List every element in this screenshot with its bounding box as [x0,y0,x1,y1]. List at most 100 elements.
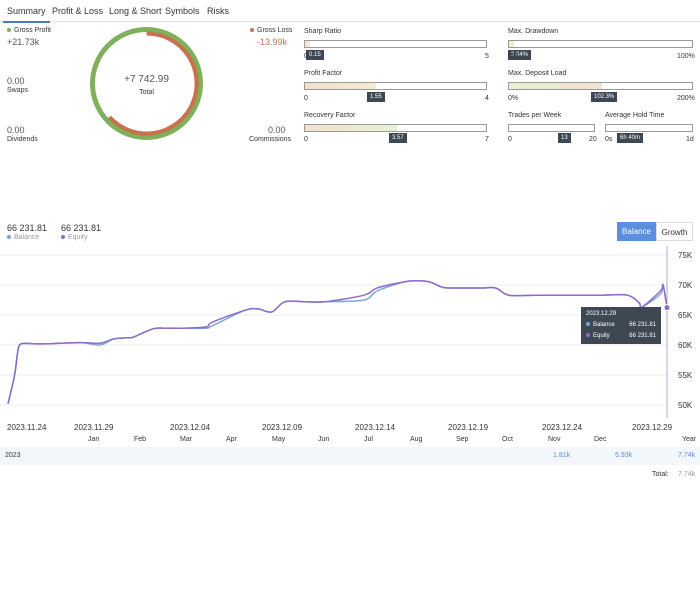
max-deposit-load-label: Max. Deposit Load [508,70,567,77]
sharp-ratio-max: 5 [485,53,489,60]
total-value: 7.74k [678,471,696,478]
x-tick-label: 2023.11.29 [74,423,114,432]
trades-per-week-marker: 13 [558,133,571,143]
sharp-ratio-marker: 0.15 [306,50,324,60]
max-drawdown-label: Max. Drawdown [508,28,559,35]
profit-factor-marker: 1.55 [367,92,385,102]
tab-risks[interactable]: Risks [207,6,229,16]
max-deposit-load-max: 200% [677,95,695,102]
month-label: Sep [456,436,469,443]
profit-factor-fill [305,83,376,89]
month-label: Aug [410,436,423,443]
balance-chart[interactable]: 75K 70K 65K 60K 55K 50K [0,246,700,418]
equity-legend-value: 66 231.81 [61,223,102,233]
tab-profit-loss[interactable]: Profit & Loss [52,6,104,16]
month-label: Nov [548,436,561,443]
swaps-value: 0.00 [7,76,25,86]
max-drawdown-max: 100% [677,53,695,60]
month-label: Jan [88,436,100,443]
max-drawdown-fill [509,41,515,47]
trades-per-week-label: Trades per Week [508,112,562,119]
sharp-ratio-fill [305,41,311,47]
commissions-value: 0.00 [268,125,286,135]
equity-dot-icon [61,235,65,240]
avg-hold-time-label: Average Hold Time [605,112,665,119]
max-drawdown-marker: 3.04% [508,50,532,60]
y-tick-label: 55K [678,371,693,380]
avg-hold-time-min: 0s [605,136,613,143]
tab-long-short[interactable]: Long & Short [109,6,162,16]
balance-legend-label: Balance [7,234,39,241]
gross-profit-value: +21.73k [7,37,40,47]
tab-symbols[interactable]: Symbols [165,6,200,16]
max-drawdown-bar [508,40,693,48]
recovery-factor-marker: 3.57 [389,133,407,143]
gross-loss-arc [108,31,199,136]
tooltip-equity-dot-icon [586,333,590,338]
recovery-factor-bar [304,124,487,132]
tooltip-equity-value: 66 231.81 [629,333,656,339]
x-tick-label: 2023.11.24 [7,423,47,432]
tooltip-balance-value: 66 231.81 [629,322,656,328]
year-row-2023 [0,447,700,465]
gross-loss-value: -13.99k [257,37,288,47]
trades-per-week-max: 20 [589,136,597,143]
tab-summary[interactable]: Summary [3,6,49,23]
gross-loss-label: Gross Loss [250,27,292,34]
avg-hold-time-bar [605,124,693,132]
total-label: Total: [652,471,669,478]
x-tick-label: 2023.12.14 [355,423,396,432]
month-label: May [272,436,286,443]
max-deposit-load-marker: 102.3% [591,92,618,102]
recovery-factor-min: 0 [304,136,308,143]
sharp-ratio-bar [304,40,487,48]
equity-legend-label: Equity [61,234,87,241]
y-tick-label: 50K [678,401,693,410]
trades-per-week-min: 0 [508,136,512,143]
balance-line [7,279,668,404]
profit-factor-min: 0 [304,95,308,102]
dividends-label: Dividends [7,136,38,143]
avg-hold-time-max: 1d [686,136,694,143]
y-tick-label: 75K [678,251,693,260]
month-label: Mar [180,436,193,443]
max-deposit-load-min: 0% [508,95,519,102]
max-drawdown-min: 0% [508,53,519,60]
month-label: Jul [364,436,373,443]
sharp-ratio-label: Sharp Ratio [304,28,341,35]
balance-button[interactable]: Balance [617,222,656,241]
commissions-label: Commissions [249,136,292,143]
max-deposit-load-bar [508,82,693,90]
total-value: +7 742.99 [124,74,169,85]
dividends-value: 0.00 [7,125,25,135]
recovery-factor-label: Recovery Factor [304,112,356,119]
month-label: Year [682,436,697,443]
profit-factor-bar [304,82,487,90]
recovery-factor-max: 7 [485,136,489,143]
equity-line [7,280,668,404]
profit-factor-max: 4 [485,95,489,102]
month-label: Oct [502,436,513,443]
gross-loss-dot-icon [250,28,254,33]
gross-profit-ring [90,27,203,140]
y-tick-label: 70K [678,281,693,290]
tooltip-balance-dot-icon [586,322,590,327]
recovery-factor-fill [305,125,398,131]
month-label: Dec [594,436,607,443]
year-total-value: 7.74k [678,452,696,459]
year-nov-value: 1.81k [553,452,571,459]
gross-profit-label: Gross Profit [7,27,51,34]
tooltip-balance-row: Balance 66 231.81 [586,322,656,328]
year-dec-value: 5.93k [615,452,633,459]
balance-dot-icon [7,235,11,240]
month-label: Apr [226,436,237,443]
year-label: 2023 [5,452,21,459]
trades-per-week-bar [508,124,595,132]
tab-bar: Summary Profit & Loss Long & Short Symbo… [0,0,700,23]
x-tick-label: 2023.12.09 [262,423,303,432]
x-tick-label: 2023.12.19 [448,423,489,432]
profit-loss-ring [90,27,203,140]
growth-button[interactable]: Growth [656,222,693,241]
hover-point [663,304,671,312]
gross-profit-dot-icon [7,28,11,33]
